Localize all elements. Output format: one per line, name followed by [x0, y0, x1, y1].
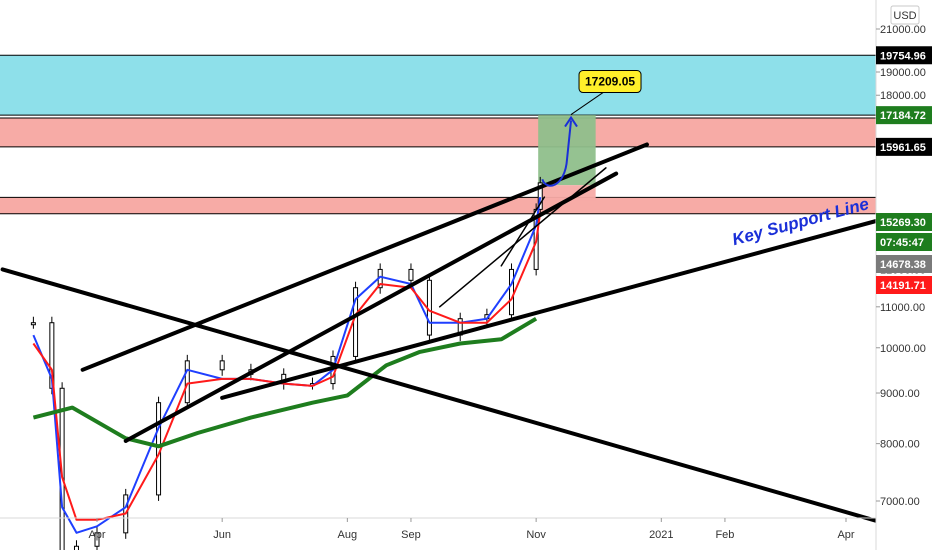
- y-tick-label: 7000.00: [880, 496, 920, 508]
- price-label-text: 07:45:47: [880, 237, 924, 249]
- series-group: [30, 176, 543, 550]
- candle-body: [30, 322, 36, 326]
- price-labels: 19754.96 17184.72 15961.65 15269.30 07:45:47…: [876, 46, 932, 294]
- price-label-bg: [876, 276, 932, 294]
- x-tick-label: 2021: [649, 529, 673, 541]
- candle-body: [73, 545, 79, 550]
- x-tick-label: Apr: [88, 529, 105, 541]
- time-axis[interactable]: Apr Jun Aug Sep Nov 2021 Feb Apr: [88, 518, 855, 541]
- x-tick-label: Sep: [401, 529, 421, 541]
- price-label-text: 15961.65: [880, 142, 926, 154]
- candle-body: [184, 360, 190, 404]
- x-tick-label: Nov: [526, 529, 546, 541]
- currency-label[interactable]: USD: [890, 5, 920, 25]
- price-label-text: 17184.72: [880, 110, 926, 122]
- projection-path: [541, 120, 573, 187]
- price-axis-bg[interactable]: [876, 0, 932, 550]
- rising-wedge-inner: [500, 196, 546, 267]
- key-support-line: [220, 210, 910, 400]
- price-axis[interactable]: 7000.008000.009000.0010000.0011000.00120…: [876, 24, 926, 508]
- y-tick-label: 11000.00: [880, 302, 925, 314]
- callout-text: 17209.05: [585, 75, 635, 89]
- x-tick-label: Aug: [338, 529, 358, 541]
- trend-lines[interactable]: [0, 142, 910, 529]
- price-label-bg: [876, 46, 932, 65]
- y-tick-label: 21000.00: [880, 24, 926, 36]
- y-tick-label: 9000.00: [880, 388, 920, 400]
- series-ema-fast: [32, 196, 542, 534]
- callout-box: [578, 70, 642, 94]
- y-tick-label: 10000.00: [880, 343, 926, 355]
- price-label-text: 15269.30: [880, 217, 926, 229]
- projection-arrowhead: [564, 115, 578, 128]
- rising-wedge-upper: [438, 167, 607, 308]
- price-label-text: 14191.71: [880, 280, 926, 292]
- descending-line: [0, 267, 898, 529]
- price-label-bg: [876, 137, 932, 156]
- price-zones: [0, 54, 876, 215]
- candle-body: [94, 532, 100, 547]
- y-tick-label: 18000.00: [880, 90, 926, 102]
- x-tick-label: Feb: [715, 529, 734, 541]
- price-label-text: 19754.96: [880, 50, 926, 62]
- channel-upper: [80, 142, 649, 372]
- candle-body: [537, 182, 543, 210]
- price-label-bg: [876, 233, 932, 251]
- currency-text: USD: [893, 10, 916, 22]
- y-tick-label: 8000.00: [880, 439, 920, 451]
- price-label-text: 14678.38: [880, 259, 926, 271]
- candle-body: [509, 268, 515, 316]
- zone-breakout: [0, 197, 876, 214]
- candle-body: [219, 360, 225, 371]
- x-tick-label: Apr: [837, 529, 854, 541]
- price-label-bg: [876, 213, 932, 231]
- series-ema-slow: [32, 212, 542, 521]
- price-label-bg: [876, 106, 932, 125]
- candles: [30, 176, 543, 550]
- zone-resistance: [0, 55, 876, 116]
- y-tick-label: 19000.00: [880, 67, 926, 79]
- candle-body: [408, 268, 414, 281]
- x-tick-label: Jun: [213, 529, 231, 541]
- currency-badge[interactable]: [890, 5, 920, 25]
- channel-lower: [123, 171, 619, 443]
- zone-supply: [0, 118, 876, 147]
- callout-leader: [570, 92, 604, 115]
- price-label-bg: [876, 255, 932, 273]
- series-ma-long: [32, 316, 538, 449]
- target-box: [538, 115, 596, 186]
